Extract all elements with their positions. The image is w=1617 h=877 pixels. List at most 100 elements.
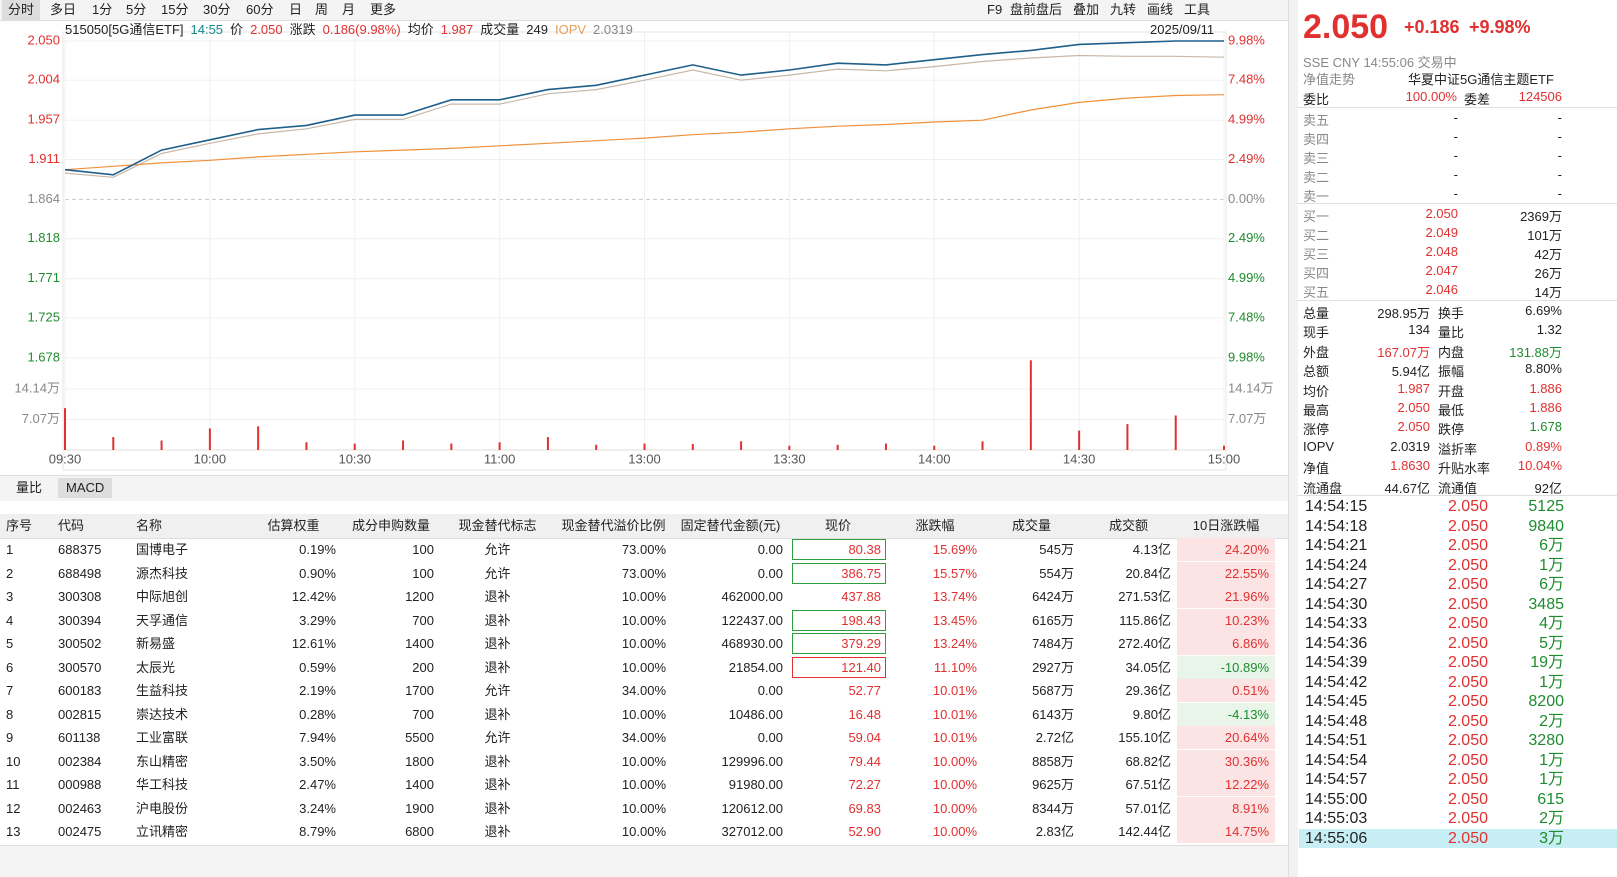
table-cell: 20.64%	[1177, 726, 1275, 749]
volume-tick-label: 14.14万	[1228, 380, 1274, 395]
table-cell: 10.00%	[621, 659, 666, 675]
column-header[interactable]: 名称	[136, 518, 163, 533]
table-cell: 7	[6, 683, 14, 698]
table-cell: 0.00	[757, 730, 783, 745]
column-header[interactable]: 固定替代金额(元)	[680, 518, 781, 533]
tab[interactable]: 60分	[246, 2, 274, 17]
tool-button[interactable]: 九转	[1110, 2, 1137, 17]
weibi-label: 委差	[1464, 92, 1491, 107]
tab[interactable]: 月	[342, 2, 356, 17]
table-cell: -4.13%	[1177, 702, 1275, 726]
tick-volume: 8200	[1528, 693, 1564, 710]
nav-label: 净值走势	[1303, 72, 1356, 87]
volume-bar	[981, 441, 984, 450]
info-value: 1.987	[440, 22, 474, 37]
tick-price: 2.050	[1447, 810, 1488, 827]
book-volume: -	[1557, 110, 1562, 125]
pct-label: 4.99%	[1228, 270, 1265, 285]
bottom-tabs	[0, 845, 1288, 877]
stat-value: 1.32	[1536, 322, 1562, 338]
table-cell: 327012.00	[721, 824, 783, 839]
column-header[interactable]: 涨跌幅	[915, 518, 955, 533]
tick-price: 2.050	[1447, 693, 1488, 710]
fund-name: 华夏中证5G通信主题ETF	[1408, 72, 1554, 87]
volume-bar	[595, 444, 598, 450]
subtab[interactable]: MACD	[58, 478, 113, 498]
pct-label: 7.48%	[1228, 309, 1265, 324]
column-header[interactable]: 现价	[824, 518, 851, 533]
tool-button[interactable]: 盘前盘后	[1010, 2, 1063, 17]
tool-button[interactable]: F9	[987, 2, 1003, 17]
column-header[interactable]: 序号	[6, 518, 33, 533]
tab[interactable]: 5分	[126, 2, 147, 17]
table-cell: 0.00	[757, 683, 783, 698]
pct-label: 2.49%	[1228, 151, 1265, 166]
table-header-bg	[0, 514, 1288, 539]
tool-button[interactable]: 叠加	[1073, 2, 1100, 17]
column-header[interactable]: 成分申购数量	[351, 518, 430, 533]
table-cell: 300308	[58, 589, 102, 604]
stat-label: 内盘	[1438, 344, 1465, 360]
subtab[interactable]: 量比	[16, 480, 43, 495]
table-cell: 59.04	[848, 730, 881, 745]
tab[interactable]: 多日	[50, 2, 77, 17]
tick-time: 14:54:24	[1305, 556, 1368, 574]
stat-value: 131.88万	[1509, 344, 1562, 360]
stat-value: 2.050	[1397, 400, 1430, 415]
volume-bar	[353, 443, 356, 450]
table-cell: 300502	[58, 636, 102, 651]
table-cell: 9.80亿	[1132, 706, 1171, 722]
x-tick-label: 14:30	[1063, 451, 1096, 466]
book-volume: -	[1557, 186, 1562, 201]
table-cell: 退补	[484, 706, 511, 722]
pct-label: 2.49%	[1228, 230, 1265, 245]
tool-button[interactable]: 工具	[1184, 2, 1211, 17]
tick-time: 14:54:45	[1305, 693, 1368, 710]
volume-tick-label: 14.14万	[14, 380, 60, 395]
column-header[interactable]: 估算权重	[267, 518, 320, 533]
column-header[interactable]: 成交额	[1108, 518, 1148, 533]
tool-button[interactable]: 画线	[1147, 2, 1174, 17]
tab[interactable]: 日	[289, 2, 303, 17]
tab[interactable]: 更多	[370, 2, 397, 17]
column-header[interactable]: 现金替代标志	[458, 518, 537, 533]
volume-bar	[112, 437, 115, 450]
volume-bar	[208, 428, 211, 450]
book-price: -	[1453, 186, 1458, 201]
info-label: 均价	[407, 22, 434, 37]
tab[interactable]: 15分	[161, 2, 189, 17]
y-tick-label: 1.864	[27, 191, 60, 206]
tab[interactable]: 1分	[92, 2, 113, 17]
tick-price: 2.050	[1447, 732, 1488, 749]
column-header[interactable]: 现金替代溢价比例	[561, 518, 666, 533]
book-volume: 42万	[1534, 247, 1562, 262]
table-cell: 386.75	[791, 562, 887, 585]
table-cell: 3.29%	[299, 612, 336, 628]
stat-value: 6.69%	[1525, 303, 1562, 318]
table-cell: 允许	[484, 730, 511, 745]
table-cell: 0.59%	[299, 659, 336, 675]
stat-value: 2.050	[1397, 419, 1430, 435]
tick-price: 2.050	[1447, 517, 1488, 535]
table-cell: 300570	[58, 659, 102, 675]
volume-bar	[836, 444, 839, 450]
last-price: 2.050	[1303, 8, 1389, 46]
table-cell: 12.61%	[291, 636, 336, 651]
column-header[interactable]: 10日涨跌幅	[1192, 518, 1260, 533]
table-cell: 437.88	[841, 589, 881, 604]
table-cell: 10	[6, 753, 21, 769]
tick-time: 14:54:39	[1305, 654, 1368, 671]
table-cell: 91980.00	[728, 777, 783, 792]
table-cell: 0.28%	[299, 706, 336, 722]
column-header[interactable]: 代码	[58, 518, 85, 533]
tab[interactable]: 分时	[2, 0, 41, 20]
table-cell: 379.29	[791, 632, 887, 655]
table-cell: 6.86%	[1177, 632, 1275, 655]
book-label: 卖一	[1303, 189, 1330, 204]
column-header[interactable]: 成交量	[1011, 518, 1051, 533]
stat-value: 1.678	[1529, 419, 1562, 435]
table-cell: 13.24%	[932, 636, 977, 651]
tab[interactable]: 周	[315, 2, 329, 17]
table-cell: 14.75%	[1177, 820, 1275, 843]
tab[interactable]: 30分	[203, 2, 231, 17]
